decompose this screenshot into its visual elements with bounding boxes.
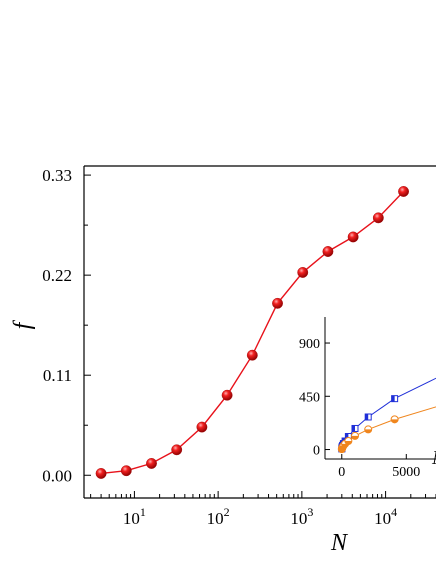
data-point bbox=[120, 465, 132, 477]
y-tick-label: 0.22 bbox=[42, 266, 72, 285]
x-tick-label: 103 bbox=[290, 505, 313, 528]
inset-data-point-fill bbox=[341, 443, 349, 448]
data-point bbox=[221, 389, 233, 401]
data-point bbox=[322, 246, 334, 257]
inset-y-tick-label: 0 bbox=[313, 444, 320, 459]
data-point bbox=[196, 421, 208, 433]
main-series bbox=[95, 186, 409, 479]
inset-data-point-fill bbox=[351, 435, 359, 440]
data-point bbox=[297, 267, 309, 278]
inset-data-point-fill bbox=[351, 425, 355, 432]
inset-y-tick-label: 900 bbox=[299, 337, 320, 352]
x-tick-label: 101 bbox=[123, 505, 146, 528]
y-tick-label: 0.33 bbox=[42, 166, 72, 185]
inset-y-tick-label: 450 bbox=[299, 390, 320, 405]
y-tick-label: 0.00 bbox=[42, 466, 72, 485]
inset-background bbox=[325, 317, 436, 459]
data-point bbox=[372, 212, 384, 224]
main-y-ticks: 0.00 0.11 0.22 0.33 bbox=[42, 166, 91, 485]
y-axis-label: f bbox=[10, 319, 36, 329]
data-point bbox=[95, 468, 107, 479]
inset-x-ticks: 0 5000 bbox=[338, 454, 420, 480]
data-point bbox=[246, 349, 258, 361]
inset-x-axis-label: N bbox=[431, 447, 436, 469]
inset-data-point-fill bbox=[344, 441, 352, 445]
inset-data-point-fill bbox=[364, 429, 372, 433]
inset-series bbox=[337, 377, 436, 454]
inset-y-ticks: 0 450 900 bbox=[299, 337, 330, 459]
inset-plot: 0 450 900 0 5000 N bbox=[299, 317, 436, 480]
data-point bbox=[272, 297, 283, 309]
y-tick-label: 0.11 bbox=[43, 366, 72, 385]
x-tick-label: 102 bbox=[207, 505, 230, 528]
data-point bbox=[146, 458, 157, 469]
main-plot: 0.00 0.11 0.22 0.33 101 102 103 104 f N bbox=[10, 165, 436, 556]
inset-data-point-fill bbox=[365, 413, 369, 420]
main-x-ticks: 101 102 103 104 bbox=[90, 491, 436, 528]
inset-x-tick-label: 5000 bbox=[392, 465, 420, 480]
data-point bbox=[398, 186, 409, 197]
data-point bbox=[347, 231, 359, 243]
data-point bbox=[171, 444, 183, 456]
x-axis-label: N bbox=[330, 530, 349, 556]
inset-x-tick-label: 0 bbox=[338, 465, 345, 480]
x-tick-label: 104 bbox=[374, 505, 397, 528]
inset-data-point-fill bbox=[391, 419, 399, 423]
inset-data-point-fill bbox=[345, 433, 349, 440]
inset-data-point-fill bbox=[391, 395, 395, 402]
